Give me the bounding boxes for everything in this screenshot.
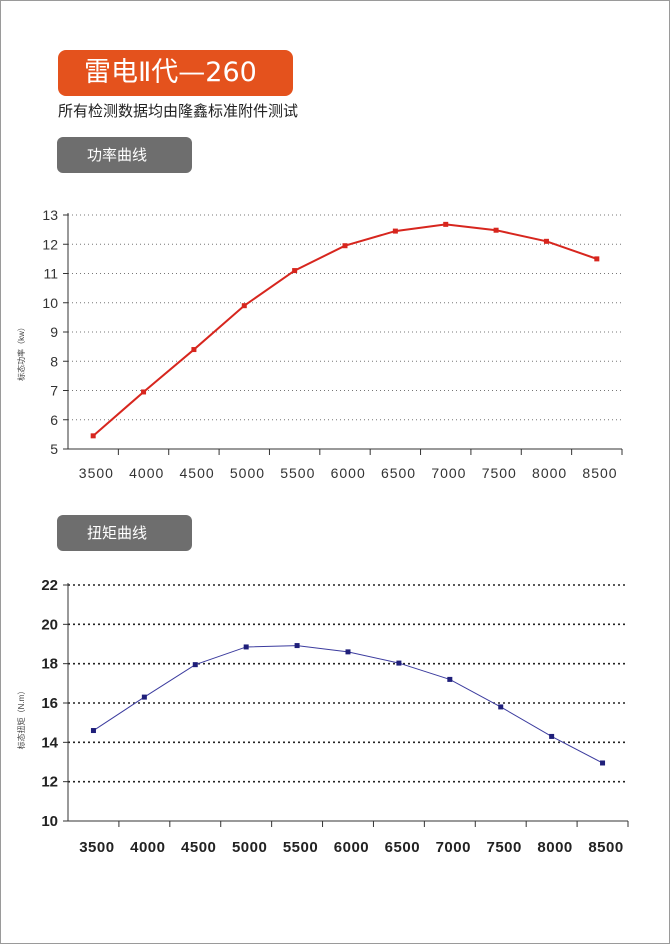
power-x-tick-label: 5000 <box>230 465 265 481</box>
torque-data-point <box>243 644 249 650</box>
power-x-tick-label: 4000 <box>129 465 164 481</box>
power-data-point <box>543 238 549 244</box>
power-data-point <box>292 268 298 274</box>
torque-data-point <box>90 728 96 734</box>
power-y-axis-label: 标态功率（kw） <box>16 323 26 381</box>
power-data-point <box>90 433 96 439</box>
power-x-tick-label: 7000 <box>431 465 466 481</box>
torque-x-tick-label: 6000 <box>334 839 369 856</box>
torque-x-tick-label: 3500 <box>79 839 114 856</box>
page-title: 雷电Ⅱ代—260 <box>58 50 293 96</box>
power-x-tick-label: 6000 <box>331 465 366 481</box>
power-x-tick-label: 7500 <box>482 465 517 481</box>
power-data-point <box>493 227 499 233</box>
torque-y-tick-label: 10 <box>41 813 58 830</box>
torque-y-tick-label: 18 <box>41 656 58 673</box>
torque-data-point <box>600 760 606 766</box>
torque-x-tick-label: 7500 <box>486 839 521 856</box>
torque-y-tick-label: 16 <box>41 695 58 712</box>
torque-x-tick-label: 5000 <box>232 839 267 856</box>
power-y-tick-label: 11 <box>43 266 58 282</box>
power-data-point <box>241 303 247 309</box>
torque-x-tick-label: 7000 <box>436 839 471 856</box>
power-x-tick-label: 8500 <box>582 465 617 481</box>
torque-y-tick-label: 22 <box>41 577 58 594</box>
torque-y-tick-label: 12 <box>41 774 58 791</box>
torque-data-point <box>447 676 453 682</box>
page-subtitle: 所有检测数据均由隆鑫标准附件测试 <box>58 102 299 120</box>
power-data-point <box>392 228 398 234</box>
power-x-tick-label: 4500 <box>180 465 215 481</box>
power-y-tick-label: 5 <box>50 441 58 457</box>
power-x-tick-label: 5500 <box>280 465 315 481</box>
torque-data-point <box>141 694 147 700</box>
power-data-point <box>342 243 348 249</box>
power-curve-label: 功率曲线 <box>57 137 192 173</box>
power-y-tick-label: 9 <box>50 324 58 340</box>
torque-y-axis-label: 标态扭矩（N.m） <box>16 687 26 750</box>
power-data-point <box>141 389 147 395</box>
power-y-tick-label: 8 <box>50 353 58 369</box>
torque-x-tick-label: 5500 <box>283 839 318 856</box>
torque-y-tick-label: 14 <box>41 734 58 751</box>
power-data-point <box>191 347 197 353</box>
power-y-tick-label: 12 <box>42 236 58 252</box>
torque-data-point <box>192 662 198 668</box>
torque-data-point <box>396 660 402 666</box>
power-data-point <box>594 256 600 262</box>
torque-data-point <box>549 733 555 739</box>
power-y-tick-label: 13 <box>42 207 58 223</box>
power-y-tick-label: 6 <box>50 412 58 428</box>
power-y-tick-label: 7 <box>50 383 58 399</box>
power-data-point <box>443 221 449 227</box>
power-x-tick-label: 6500 <box>381 465 416 481</box>
torque-data-point <box>345 649 351 655</box>
torque-x-tick-label: 8500 <box>588 839 623 856</box>
power-x-tick-label: 8000 <box>532 465 567 481</box>
torque-x-tick-label: 8000 <box>537 839 572 856</box>
power-x-tick-label: 3500 <box>79 465 114 481</box>
torque-y-tick-label: 20 <box>41 616 58 633</box>
torque-data-point <box>498 704 504 710</box>
torque-x-tick-label: 4500 <box>181 839 216 856</box>
torque-x-tick-label: 6500 <box>385 839 420 856</box>
power-series-line <box>92 223 598 437</box>
torque-x-tick-label: 4000 <box>130 839 165 856</box>
power-y-tick-label: 10 <box>42 295 58 311</box>
torque-curve-label: 扭矩曲线 <box>57 515 192 551</box>
torque-data-point <box>294 643 300 649</box>
